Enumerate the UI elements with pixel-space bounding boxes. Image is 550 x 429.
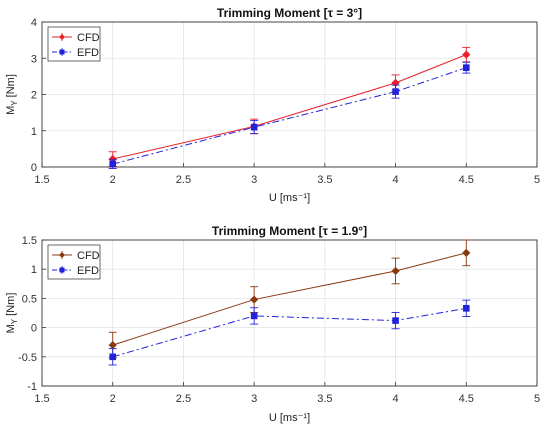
chart-1: 1.5 2 2.5 3 3.5 4 4.5 5 0 1 2 3 4 CFD EFD Trimming Mome… bbox=[5, 6, 540, 204]
legend-marker bbox=[59, 252, 65, 258]
y-axis-label-main: M bbox=[5, 324, 17, 333]
x-tick-label: 2.5 bbox=[176, 174, 191, 186]
axes-frame bbox=[41, 239, 538, 387]
data-point-efd bbox=[109, 353, 117, 361]
y-tick-label: 1 bbox=[31, 126, 37, 138]
x-tick-label: 3 bbox=[251, 174, 257, 186]
x-tick-label: 4 bbox=[393, 174, 399, 186]
x-tick-label: 4 bbox=[393, 393, 399, 405]
data-point-cfd bbox=[462, 248, 471, 257]
chart-title: Trimming Moment [τ = 3°] bbox=[217, 6, 362, 20]
x-tick-label: 5 bbox=[534, 393, 540, 405]
y-axis-label: MY [Nm] bbox=[5, 293, 19, 334]
x-tick-label: 2 bbox=[110, 174, 116, 186]
y-tick-label: 0 bbox=[31, 323, 37, 335]
y-tick-label: 0 bbox=[31, 162, 37, 174]
y-tick-label: -1 bbox=[27, 381, 37, 393]
series-line-cfd bbox=[112, 252, 467, 346]
legend-label-cfd: CFD bbox=[77, 32, 100, 44]
series-line-cfd bbox=[112, 54, 467, 160]
data-point-efd bbox=[250, 312, 258, 320]
data-point-efd bbox=[462, 305, 470, 312]
y-axis-label-subscript: Y bbox=[10, 100, 19, 106]
y-tick-label: 1.5 bbox=[22, 235, 37, 247]
x-tick-label: 3 bbox=[251, 393, 257, 405]
y-tick-label: 3 bbox=[31, 53, 37, 65]
axes-frame bbox=[41, 21, 538, 168]
x-tick-label: 1.5 bbox=[34, 174, 49, 186]
y-axis-label: MY [Nm] bbox=[5, 74, 19, 115]
x-tick-label: 2 bbox=[110, 393, 116, 405]
x-tick-label: 3.5 bbox=[317, 393, 332, 405]
y-tick-label: 4 bbox=[31, 17, 37, 29]
data-point-efd bbox=[462, 64, 470, 71]
legend-marker bbox=[59, 34, 65, 40]
y-axis-label-subscript: Y bbox=[10, 318, 19, 324]
legend-label-efd: EFD bbox=[77, 265, 99, 277]
data-point-cfd bbox=[250, 295, 259, 304]
legend-marker bbox=[59, 267, 65, 273]
x-tick-label: 4.5 bbox=[459, 174, 474, 186]
data-point-efd bbox=[392, 317, 399, 324]
y-axis-label-main: M bbox=[5, 106, 17, 115]
x-tick-label: 3.5 bbox=[317, 174, 332, 186]
chart-2: 1.5 2 2.5 3 3.5 4 4.5 5 -1 -0.5 0 0.5 1 1.5 CFD EFD Trim… bbox=[5, 224, 540, 424]
x-tick-label: 2.5 bbox=[176, 393, 191, 405]
data-point-efd bbox=[109, 160, 117, 168]
y-tick-label: -0.5 bbox=[18, 352, 37, 364]
x-tick-label: 4.5 bbox=[459, 393, 474, 405]
x-tick-label: 5 bbox=[534, 174, 540, 186]
plot-area bbox=[42, 240, 537, 386]
x-tick-label: 1.5 bbox=[34, 393, 49, 405]
legend-marker bbox=[59, 49, 65, 55]
data-point-efd bbox=[392, 88, 399, 95]
y-axis-label-unit: [Nm] bbox=[5, 293, 17, 319]
data-point-efd bbox=[250, 123, 258, 131]
data-point-cfd bbox=[462, 50, 471, 59]
y-tick-label: 2 bbox=[31, 90, 37, 102]
legend-label-efd: EFD bbox=[77, 47, 99, 59]
legend-box bbox=[47, 26, 101, 62]
y-tick-label: 1 bbox=[31, 264, 37, 276]
data-point-cfd bbox=[391, 266, 400, 276]
legend-box bbox=[47, 244, 101, 280]
x-axis-label: U [ms⁻¹] bbox=[269, 412, 310, 424]
legend-label-cfd: CFD bbox=[77, 250, 100, 262]
y-axis-label-unit: [Nm] bbox=[5, 74, 17, 100]
chart-title: Trimming Moment [τ = 1.9°] bbox=[212, 224, 367, 238]
x-axis-label: U [ms⁻¹] bbox=[269, 192, 310, 204]
y-tick-label: 0.5 bbox=[22, 293, 37, 305]
